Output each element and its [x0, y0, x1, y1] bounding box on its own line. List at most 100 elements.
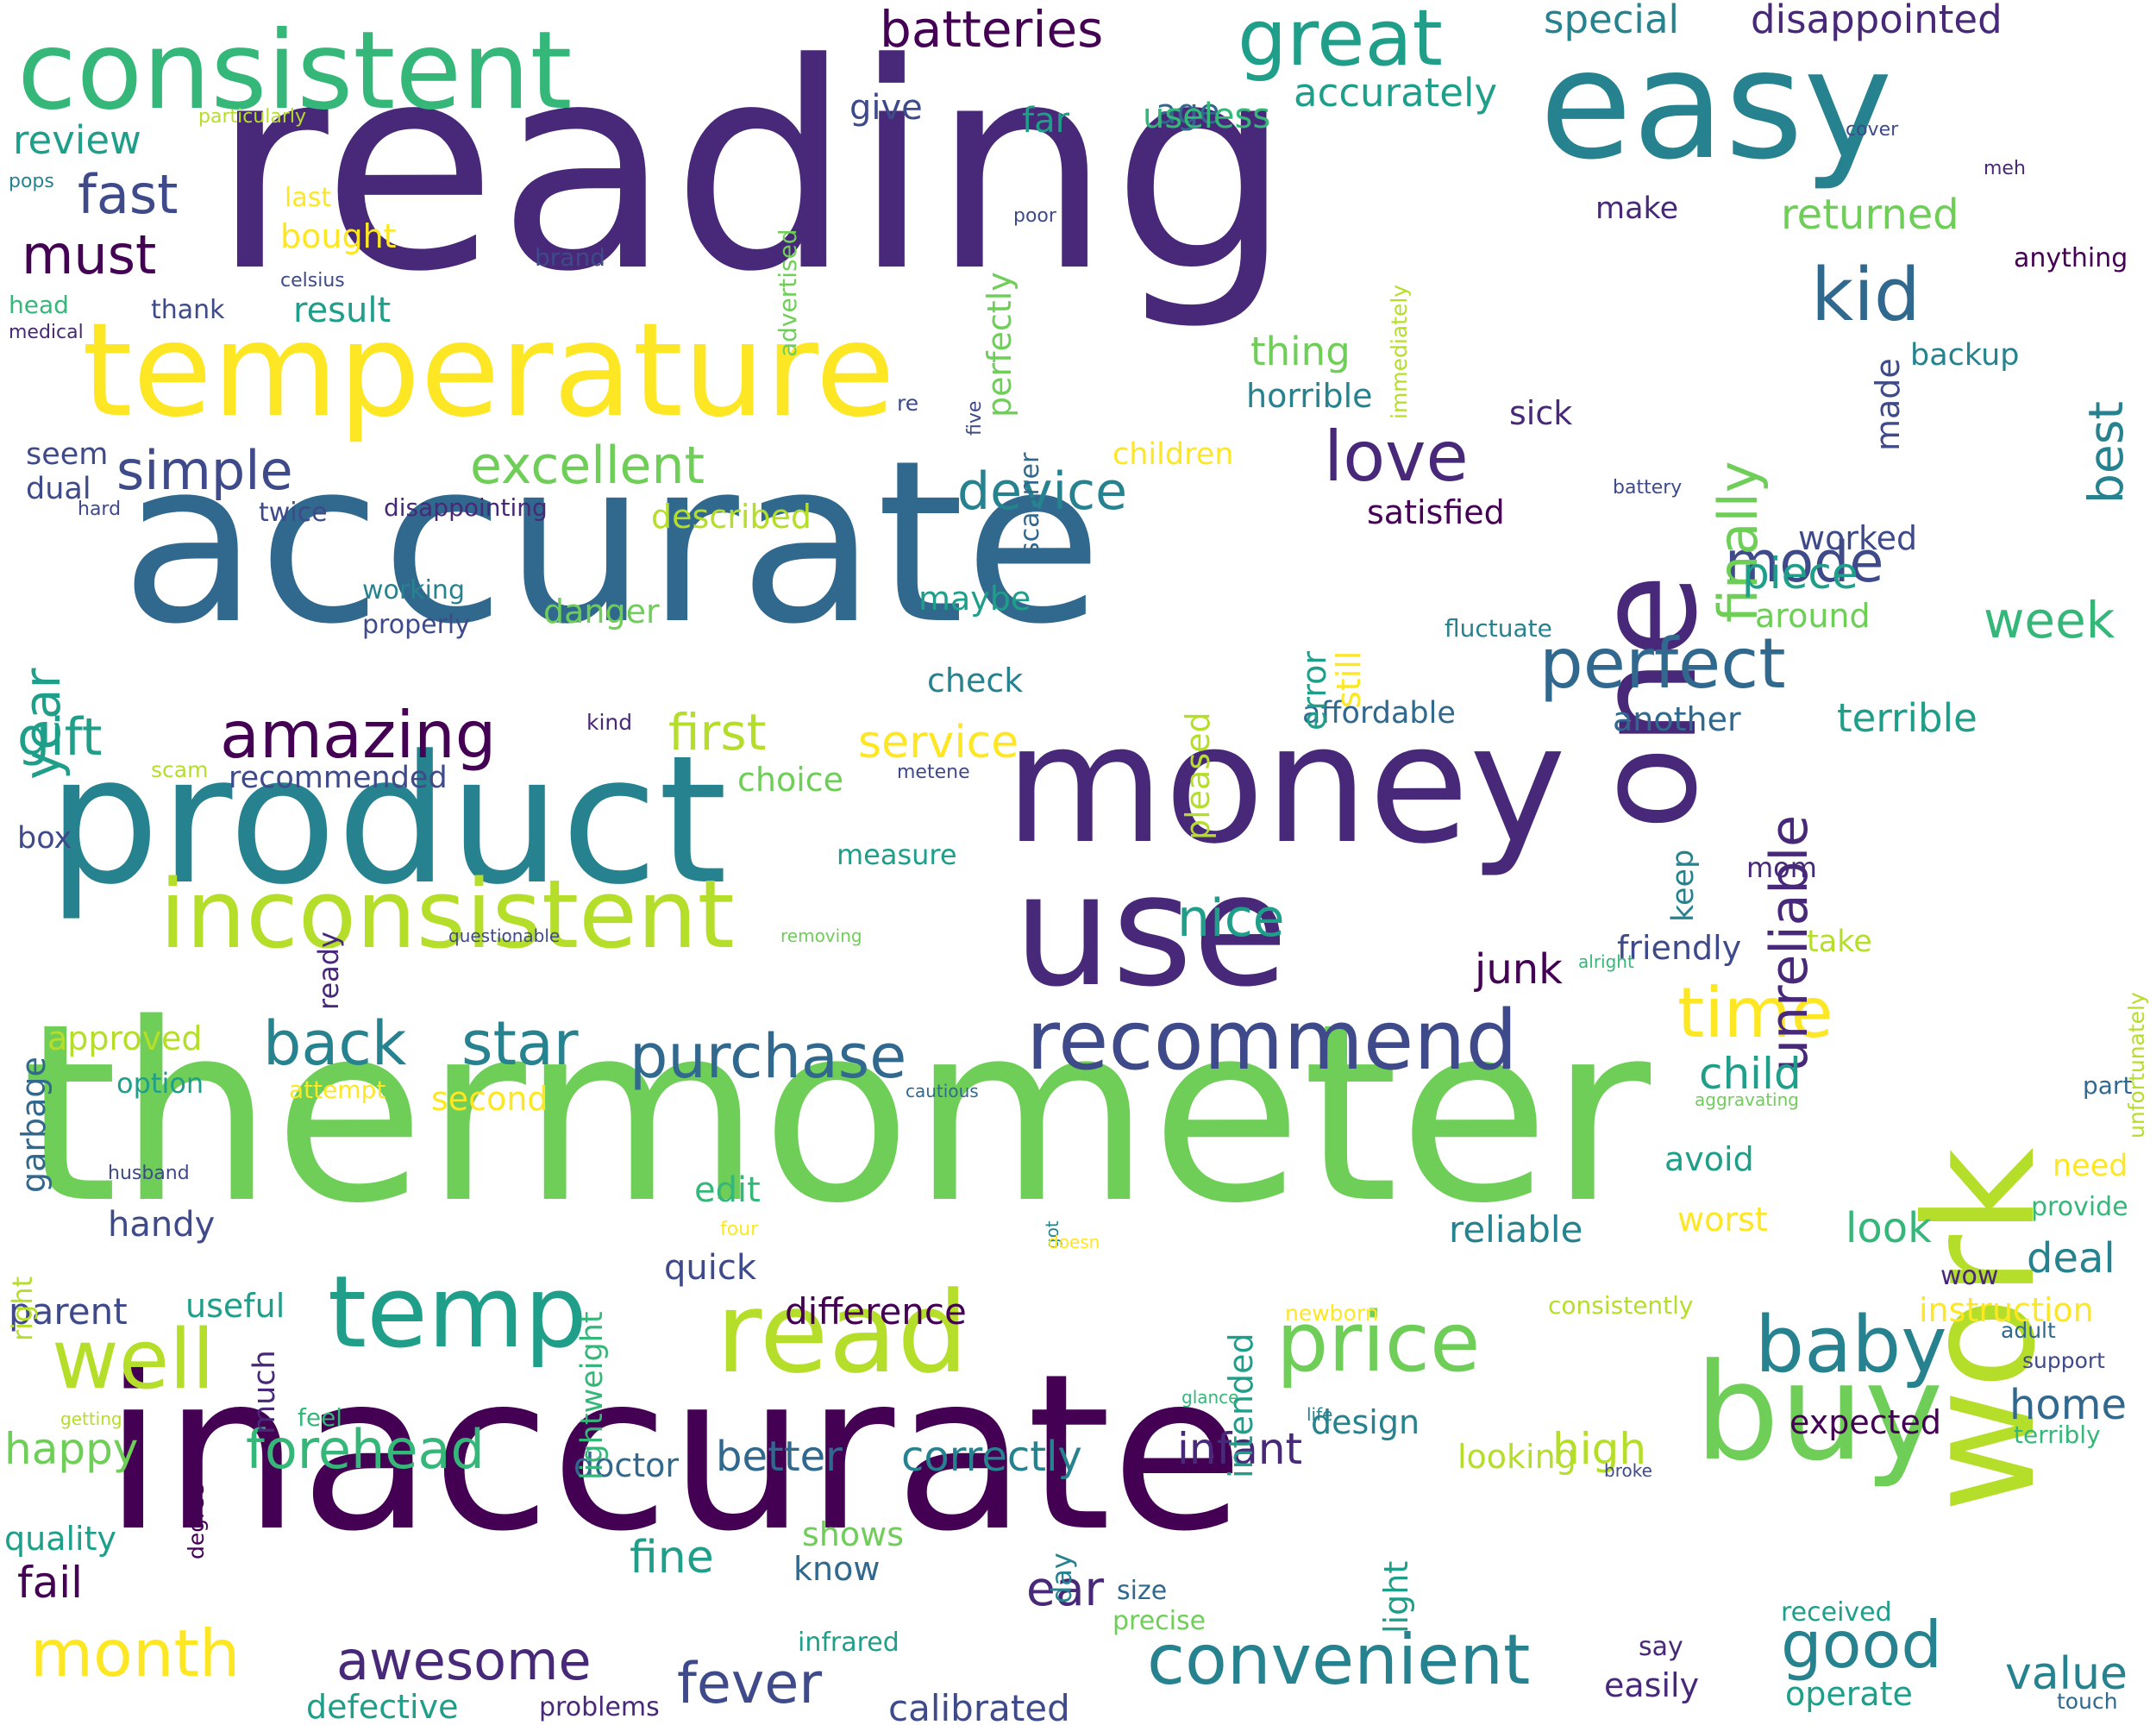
word-accurate: accurate — [121, 413, 1103, 674]
word-first: first — [668, 703, 767, 762]
word-use: use — [1013, 841, 1288, 1021]
word-metene: metene — [897, 762, 970, 783]
word-unfortunately: unfortunately — [2124, 992, 2149, 1138]
word-error: error — [1295, 651, 1333, 731]
word-provide: provide — [2031, 1192, 2128, 1222]
word-problems: problems — [539, 1692, 660, 1722]
word-terribly: terribly — [2014, 1421, 2101, 1449]
word-look: look — [1846, 1204, 1932, 1252]
word-satisfied: satisfied — [1367, 493, 1505, 531]
word-maybe: maybe — [918, 580, 1031, 618]
word-batteries: batteries — [880, 0, 1104, 59]
word-approved: approved — [47, 1019, 203, 1057]
word-dual: dual — [26, 472, 91, 506]
word-feel: feel — [298, 1403, 343, 1432]
word-re: re — [897, 391, 919, 416]
word-read: read — [716, 1267, 968, 1398]
word-child: child — [1699, 1049, 1802, 1099]
word-perfectly: perfectly — [981, 272, 1018, 417]
word-purchase: purchase — [630, 1021, 907, 1092]
word-quality: quality — [4, 1520, 116, 1558]
word-affordable: affordable — [1302, 696, 1456, 731]
word-adult: adult — [2001, 1318, 2056, 1343]
word-calibrated: calibrated — [888, 1687, 1070, 1725]
word-difference: difference — [785, 1290, 967, 1333]
word-horrible: horrible — [1246, 377, 1373, 415]
word-wow: wow — [1940, 1261, 1999, 1291]
word-terrible: terrible — [1837, 695, 1977, 741]
word-measure: measure — [837, 838, 957, 871]
word-danger: danger — [543, 593, 660, 630]
word-value: value — [2005, 1648, 2128, 1700]
word-well: well — [52, 1313, 215, 1408]
word-temp: temp — [328, 1255, 587, 1371]
word-reading: reading — [211, 3, 1293, 334]
word-simple: simple — [116, 439, 293, 502]
word-worked: worked — [1798, 519, 1918, 557]
word-special: special — [1544, 0, 1680, 42]
word-seem: seem — [26, 437, 109, 472]
word-useless: useless — [1143, 97, 1271, 136]
word-size: size — [1117, 1576, 1168, 1606]
word-baby: baby — [1755, 1300, 1947, 1390]
word-good: good — [1781, 1607, 1942, 1683]
word-particularly: particularly — [198, 106, 307, 128]
word-parent: parent — [9, 1290, 128, 1333]
word-forehead: forehead — [246, 1418, 485, 1481]
word-easily: easily — [1604, 1666, 1700, 1704]
word-life: life — [1307, 1404, 1333, 1425]
word-reliable: reliable — [1449, 1208, 1583, 1251]
word-take: take — [1807, 925, 1872, 959]
word-far: far — [1022, 101, 1070, 141]
word-choice: choice — [737, 761, 844, 799]
word-poor: poor — [1013, 205, 1056, 227]
word-convenient: convenient — [1147, 1620, 1531, 1700]
word-meh: meh — [1984, 158, 2026, 179]
word-glance: glance — [1181, 1387, 1239, 1408]
word-box: box — [17, 821, 72, 856]
word-great: great — [1238, 0, 1443, 84]
word-high: high — [1552, 1424, 1647, 1474]
word-worst: worst — [1677, 1201, 1768, 1239]
word-looking: looking — [1457, 1438, 1576, 1476]
word-excellent: excellent — [470, 436, 705, 496]
word-week: week — [1984, 591, 2115, 649]
word-degree: degree — [184, 1484, 209, 1559]
word-made: made — [1869, 358, 1907, 451]
word-operate: operate — [1785, 1675, 1913, 1713]
word-star: star — [461, 1008, 579, 1079]
word-aggravating: aggravating — [1695, 1089, 1799, 1110]
word-nice: nice — [1177, 888, 1285, 949]
word-doctor: doctor — [573, 1446, 680, 1484]
word-fine: fine — [630, 1532, 714, 1584]
word-option: option — [116, 1067, 204, 1100]
word-mode: mode — [1725, 530, 1884, 595]
word-advertised: advertised — [774, 229, 802, 357]
word-scanner: scanner — [1015, 453, 1045, 556]
word-around: around — [1755, 597, 1871, 635]
word-kind: kind — [586, 710, 633, 735]
word-backup: backup — [1910, 338, 2020, 373]
word-month: month — [30, 1615, 241, 1691]
word-result: result — [293, 291, 392, 330]
word-ready: ready — [312, 932, 345, 1010]
word-lightweight: lightweight — [575, 1311, 610, 1480]
word-fail: fail — [17, 1558, 84, 1608]
word-must: must — [22, 223, 157, 286]
word-best: best — [2078, 401, 2134, 504]
word-broke: broke — [1604, 1460, 1652, 1481]
word-avoid: avoid — [1664, 1140, 1754, 1178]
word-know: know — [793, 1550, 881, 1588]
word-celsius: celsius — [280, 270, 345, 292]
word-say: say — [1639, 1632, 1683, 1662]
word-four: four — [720, 1219, 759, 1240]
word-thank: thank — [151, 295, 225, 325]
word-fever: fever — [677, 1652, 823, 1716]
word-immediately: immediately — [1387, 285, 1412, 420]
word-edit: edit — [694, 1170, 761, 1210]
word-service: service — [858, 717, 1019, 768]
word-battery: battery — [1613, 477, 1683, 499]
word-home: home — [2009, 1381, 2128, 1429]
word-received: received — [1781, 1597, 1892, 1628]
